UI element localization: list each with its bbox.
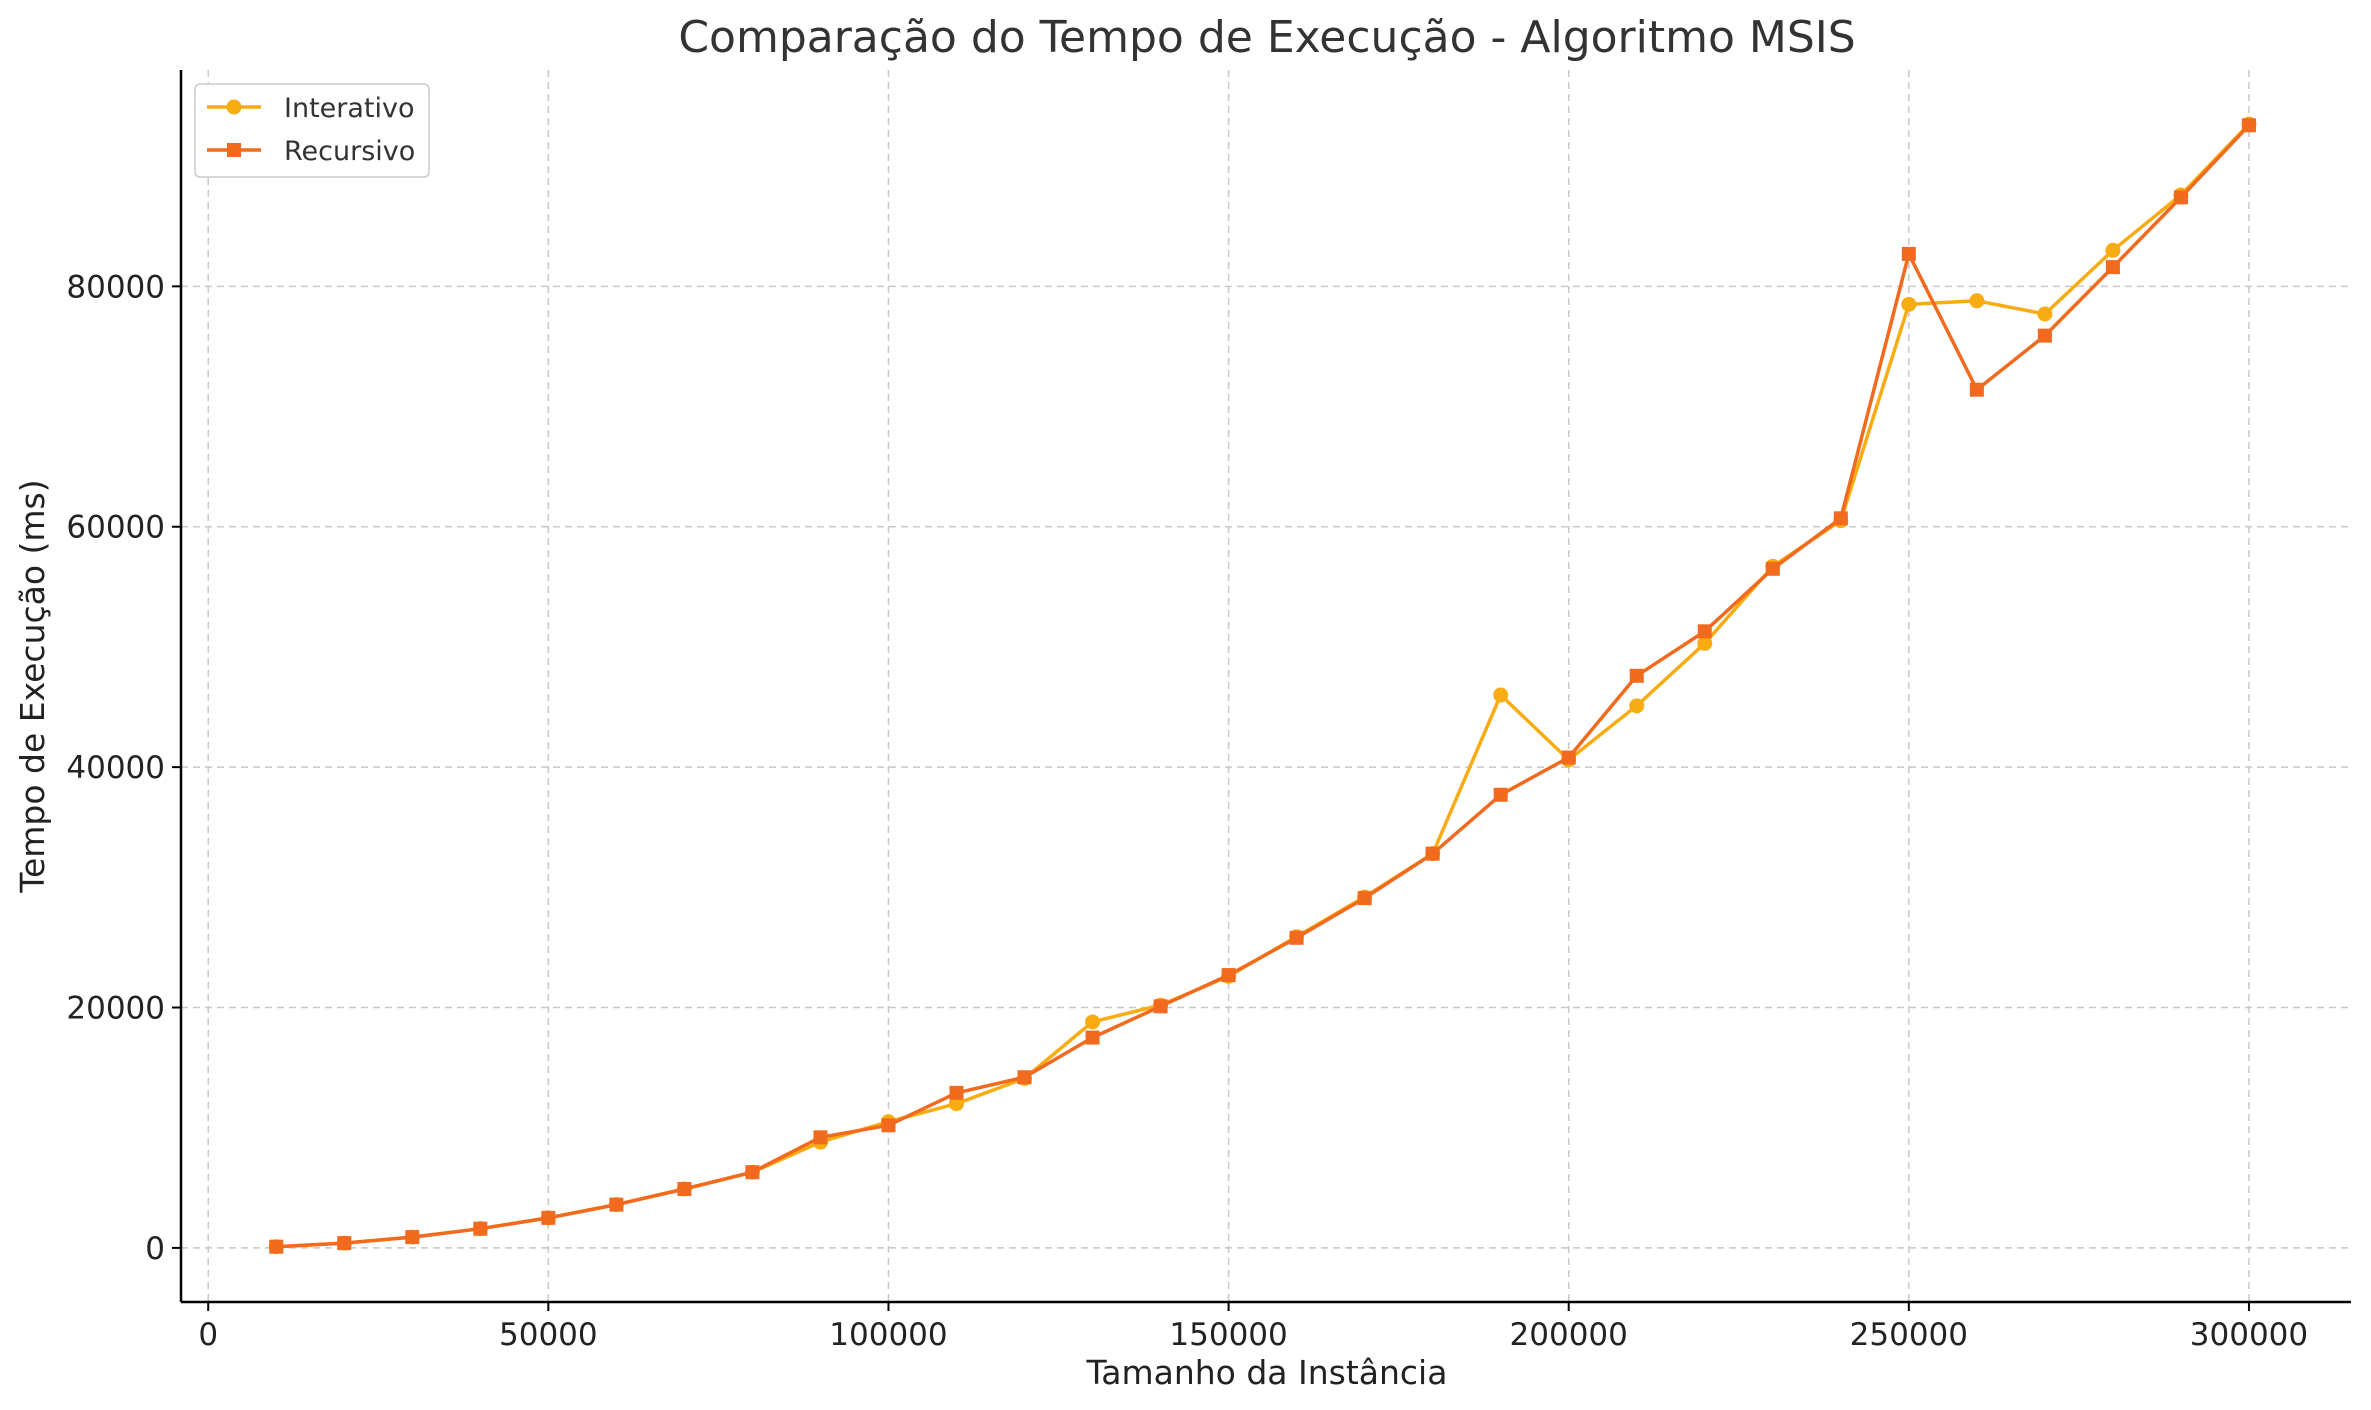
data-point-recursivo (813, 1130, 828, 1145)
series-line-interativo (276, 122, 2251, 1249)
data-point-recursivo (337, 1236, 352, 1251)
legend-item-interativo: Interativo (207, 93, 415, 124)
data-point-recursivo (2037, 328, 2052, 343)
y-tick-label: 0 (145, 1231, 165, 1267)
data-point-recursivo (1493, 787, 1508, 802)
y-tick-label: 80000 (66, 269, 165, 305)
chart-title: Comparação do Tempo de Execução - Algori… (678, 12, 1855, 63)
legend-label-interativo: Interativo (284, 93, 415, 124)
data-point-interativo (1085, 1014, 1101, 1030)
y-axis-label: Tempo de Execução (ms) (13, 479, 52, 893)
x-axis-ticks: 0 50000 100000 150000 200000 250000 300000 (198, 1302, 2308, 1353)
data-point-recursivo (1425, 846, 1440, 861)
data-point-recursivo (1561, 750, 1576, 765)
data-point-recursivo (1629, 668, 1644, 683)
data-point-interativo (1493, 687, 1509, 703)
data-point-recursivo (1697, 624, 1712, 639)
data-point-recursivo (1221, 968, 1236, 983)
data-point-recursivo (1833, 511, 1848, 526)
data-point-interativo (2105, 242, 2121, 258)
data-point-interativo (948, 1096, 964, 1112)
data-point-recursivo (473, 1221, 488, 1236)
axes (179, 70, 2351, 1304)
data-point-recursivo (881, 1118, 896, 1133)
data-point-interativo (1901, 296, 1917, 312)
legend-swatch-interativo-marker (226, 99, 242, 115)
x-tick-label: 250000 (1850, 1317, 1968, 1353)
x-tick-label: 300000 (2190, 1317, 2308, 1353)
series-line-recursivo (276, 124, 2251, 1249)
data-point-recursivo (1357, 891, 1372, 906)
data-point-recursivo (609, 1197, 624, 1212)
data-point-recursivo (677, 1182, 692, 1197)
legend-label-recursivo: Recursivo (284, 136, 415, 167)
x-tick-label: 0 (198, 1317, 218, 1353)
legend-swatch-recursivo-marker (227, 143, 241, 157)
data-point-recursivo (2173, 190, 2188, 205)
y-tick-label: 20000 (66, 991, 165, 1027)
x-tick-label: 200000 (1510, 1317, 1628, 1353)
data-point-recursivo (1017, 1070, 1032, 1085)
data-point-recursivo (405, 1230, 420, 1245)
data-point-interativo (1697, 635, 1713, 651)
x-tick-label: 50000 (499, 1317, 598, 1353)
data-point-recursivo (1085, 1030, 1100, 1045)
series-recursivo (269, 118, 2256, 1254)
legend-item-recursivo: Recursivo (207, 136, 415, 167)
data-point-recursivo (1901, 246, 1916, 261)
y-axis-ticks: 0 20000 40000 60000 80000 (66, 269, 181, 1267)
y-tick-label: 40000 (66, 750, 165, 786)
data-point-recursivo (1765, 561, 1780, 576)
data-point-recursivo (2241, 118, 2256, 133)
data-point-recursivo (2105, 260, 2120, 275)
series-interativo (268, 116, 2257, 1255)
data-point-recursivo (1153, 999, 1168, 1014)
data-point-recursivo (269, 1239, 284, 1254)
x-tick-label: 150000 (1169, 1317, 1287, 1353)
data-point-interativo (2037, 306, 2053, 322)
grid (181, 70, 2351, 1302)
data-point-recursivo (1969, 382, 1984, 397)
x-tick-label: 100000 (829, 1317, 947, 1353)
data-point-interativo (1629, 698, 1645, 714)
data-point-interativo (1969, 293, 1985, 309)
legend: Interativo Recursivo (194, 83, 430, 178)
data-point-recursivo (949, 1085, 964, 1100)
data-point-recursivo (541, 1210, 556, 1225)
data-point-recursivo (745, 1165, 760, 1180)
data-point-recursivo (1289, 930, 1304, 945)
series-layer (268, 116, 2257, 1255)
y-tick-label: 60000 (66, 510, 165, 546)
x-axis-label: Tamanho da Instância (1086, 1353, 1448, 1392)
